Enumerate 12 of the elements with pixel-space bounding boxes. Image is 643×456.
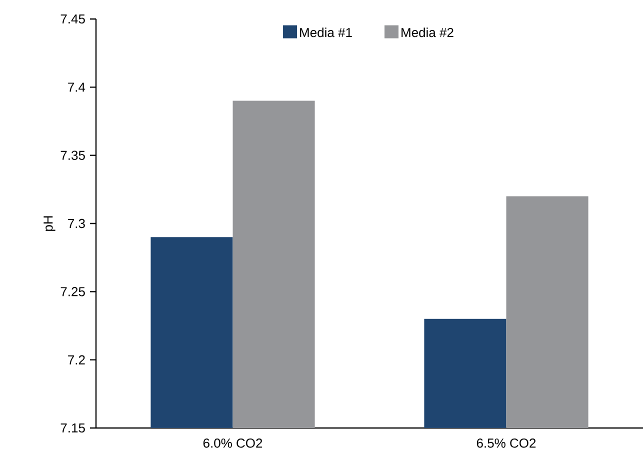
legend-label: Media #2: [402, 28, 454, 38]
y-tick-label: 7.4: [68, 82, 86, 92]
legend-label: Media #1: [300, 28, 352, 38]
x-tick-label: 6.0% CO2: [203, 438, 262, 448]
x-tick-label: 6.5% CO2: [476, 438, 536, 448]
y-tick-label: 7.3: [68, 218, 85, 228]
y-tick-label: 7.15: [60, 423, 85, 433]
y-tick-label: 7.25: [60, 287, 85, 296]
y-tick-label: 7.2: [68, 355, 85, 364]
y-tick-label: 7.35: [60, 150, 85, 160]
y-axis-title: pH: [44, 216, 56, 231]
y-tick-label: 7.45: [60, 14, 85, 24]
